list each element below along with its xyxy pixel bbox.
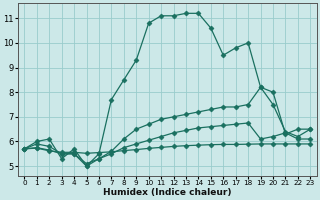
- X-axis label: Humidex (Indice chaleur): Humidex (Indice chaleur): [103, 188, 232, 197]
